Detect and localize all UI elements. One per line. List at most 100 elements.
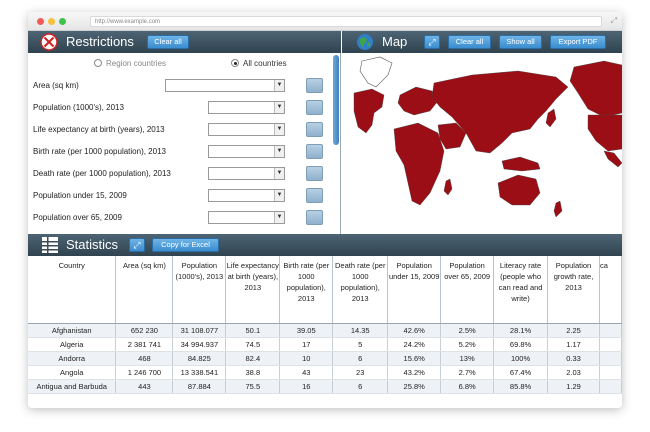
table-cell: 67.4% [493,365,549,380]
table-cell [599,379,622,394]
table-cell: 38.8 [225,365,281,380]
column-header[interactable]: Life expectancy at birth (years), 2013 [225,256,281,324]
filter-slider-button[interactable] [306,100,323,115]
map-region-africa [393,122,445,206]
table-cell: 2 381 741 [115,337,174,352]
chevron-down-icon: ▼ [274,212,284,223]
table-row[interactable]: Antigua and Barbuda 443 87.884 75.5 16 6… [28,379,622,394]
export-pdf-button[interactable]: Export PDF [550,35,606,49]
column-header[interactable]: Death rate (per 1000 population), 2013 [332,256,389,324]
table-cell: 25.8% [387,379,442,394]
chevron-down-icon: ▼ [274,124,284,135]
table-cell [599,337,622,352]
maximize-window-dot[interactable] [59,18,66,25]
filter-slider-button[interactable] [306,78,323,93]
restrictions-panel: Region countries All countries Area (sq … [28,53,341,234]
table-row[interactable]: Angola 1 246 700 13 338.541 38.8 43 23 4… [28,365,622,380]
filter-select[interactable]: ▼ [208,123,285,136]
table-cell: 13 338.541 [172,365,227,380]
table-cell: 0.33 [547,351,600,366]
map-region-asia [431,70,569,154]
map-region-middle-east [437,122,467,150]
url-bar[interactable]: http://www.example.com [90,16,602,27]
table-row[interactable]: Afghanistan 652 230 31 108.077 50.1 39.0… [28,323,622,338]
resize-icon[interactable]: ⤢ [610,16,617,25]
region-countries-radio[interactable]: Region countries [94,59,166,68]
world-map-svg[interactable] [342,53,622,234]
table-cell: 39.05 [279,323,334,338]
map-region-australia [497,174,541,206]
filter-label: Population under 15, 2009 [33,191,127,200]
minimize-window-dot[interactable] [48,18,55,25]
radio-on-icon [231,59,239,67]
table-cell: 1 246 700 [115,365,174,380]
filter-select[interactable]: ▼ [208,167,285,180]
table-cell: 1.17 [547,337,600,352]
table-cell: 652 230 [115,323,174,338]
map-region-canada [569,60,622,118]
radio-off-icon [94,59,102,67]
column-header[interactable]: Birth rate (per 1000 population), 2013 [279,256,334,324]
column-header[interactable]: Population under 15, 2009 [387,256,442,324]
map-region-north-america [353,88,385,134]
map-region-greenland [359,56,393,88]
close-window-dot[interactable] [37,18,44,25]
filter-row-under-15: Population under 15, 2009 ▼ [28,188,333,205]
filter-label: Birth rate (per 1000 population), 2013 [33,147,166,156]
filter-slider-button[interactable] [306,144,323,159]
filter-select[interactable]: ▼ [208,145,285,158]
filter-slider-button[interactable] [306,188,323,203]
filter-label: Area (sq km) [33,81,79,90]
table-cell: 468 [115,351,174,366]
table-cell: Angola [28,365,117,380]
column-header[interactable]: ca [599,256,622,324]
all-countries-radio[interactable]: All countries [231,59,287,68]
filter-select[interactable]: ▼ [208,101,285,114]
filter-slider-button[interactable] [306,166,323,181]
filter-slider-button[interactable] [306,122,323,137]
table-cell: 2.5% [440,323,495,338]
table-header-row: Country Area (sq km) Population (1000's)… [28,256,622,324]
table-cell: 31 108.077 [172,323,227,338]
column-header[interactable]: Population (1000's), 2013 [172,256,227,324]
table-cell: 42.6% [387,323,442,338]
map-region-japan [545,108,557,128]
table-cell: Afghanistan [28,323,117,338]
column-header[interactable]: Population growth rate, 2013 [547,256,600,324]
filter-select[interactable]: ▼ [165,79,285,92]
column-header[interactable]: Population over 65, 2009 [440,256,495,324]
map-title: Map [382,34,408,49]
filter-select[interactable]: ▼ [208,189,285,202]
table-row[interactable]: Algeria 2 381 741 34 994.937 74.5 17 5 2… [28,337,622,352]
column-header[interactable]: Literacy rate (people who can read and w… [493,256,549,324]
filter-select[interactable]: ▼ [208,211,285,224]
map-region-madagascar [443,178,453,196]
table-cell: 2.25 [547,323,600,338]
copy-for-excel-button[interactable]: Copy for Excel [152,238,219,252]
restrictions-clear-all-button[interactable]: Clear all [147,35,189,49]
restrictions-title: Restrictions [66,34,134,49]
filter-label: Death rate (per 1000 population), 2013 [33,169,171,178]
map-clear-all-button[interactable]: Clear all [448,35,491,49]
table-cell: Algeria [28,337,117,352]
table-cell: 82.4 [225,351,281,366]
restrictions-scrollbar[interactable] [333,55,339,145]
statistics-fullscreen-button[interactable]: ⤢ [129,238,145,252]
statistics-header: Statistics ⤢ Copy for Excel [28,234,622,256]
region-countries-label: Region countries [106,59,167,68]
table-cell: 34 994.937 [172,337,227,352]
filter-slider-button[interactable] [306,210,323,225]
map-fullscreen-button[interactable]: ⤢ [424,35,440,49]
table-cell: 6.8% [440,379,495,394]
column-header[interactable]: Country [28,256,117,324]
table-cell [599,351,622,366]
map-show-all-button[interactable]: Show all [499,35,542,49]
table-row[interactable]: Andorra 468 84.825 82.4 10 6 15.6% 13% 1… [28,351,622,366]
world-map[interactable] [342,53,622,234]
table-cell: 23 [332,365,389,380]
statistics-table-container: Country Area (sq km) Population (1000's)… [28,256,622,408]
table-cell: 100% [493,351,549,366]
chevron-down-icon: ▼ [274,80,284,91]
column-header[interactable]: Area (sq km) [115,256,174,324]
filter-label: Population over 65, 2009 [33,213,122,222]
